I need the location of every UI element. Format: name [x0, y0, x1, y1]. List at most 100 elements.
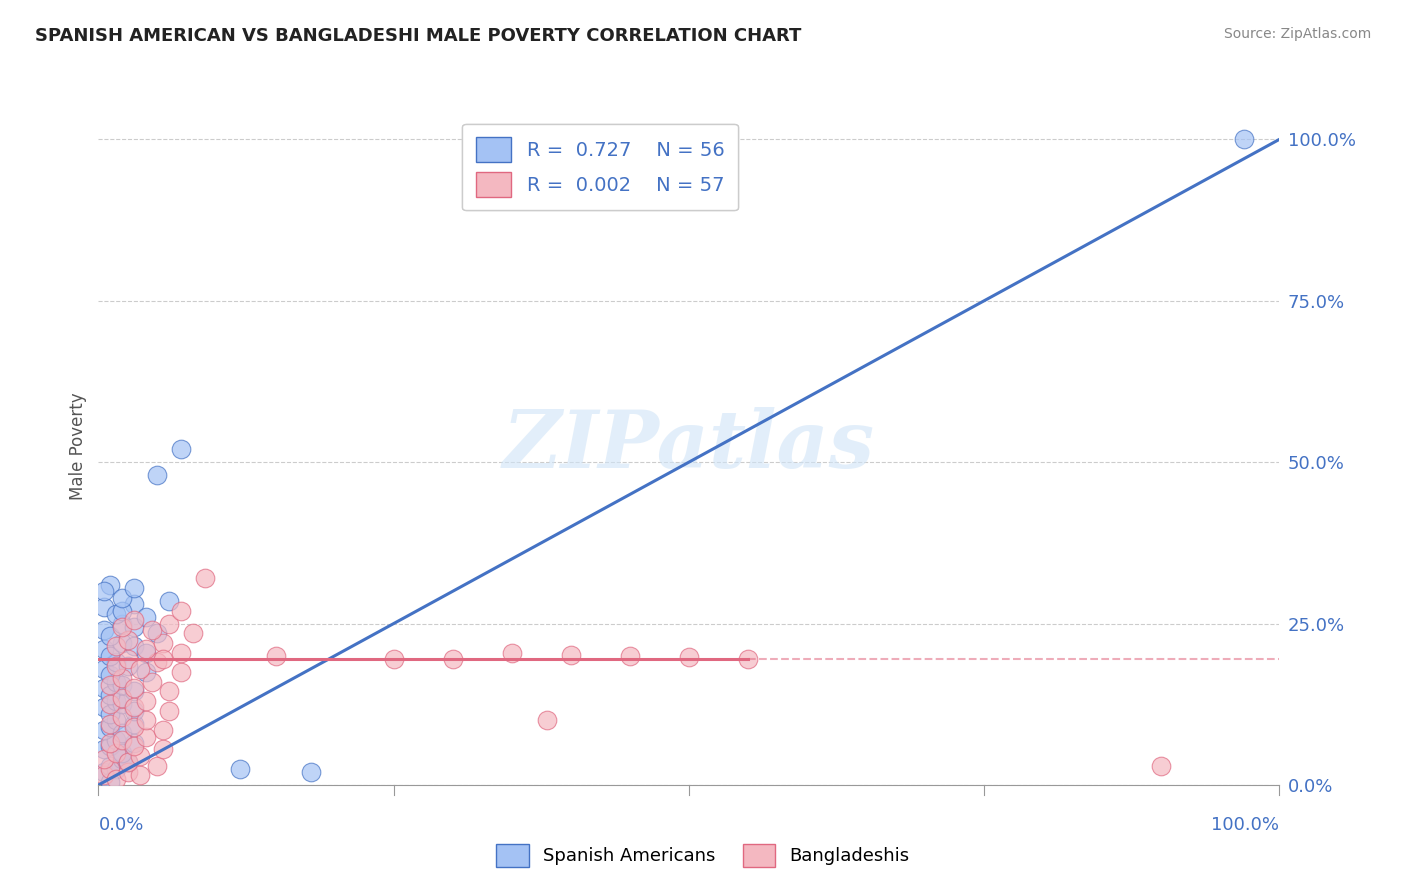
Point: [141, 623, 163, 637]
Point: [111, 710, 134, 724]
Point: [122, 597, 145, 611]
Point: [157, 594, 180, 608]
Point: [181, 626, 204, 640]
Point: [170, 646, 193, 660]
Point: [122, 581, 145, 595]
Point: [122, 736, 145, 750]
Point: [501, 646, 523, 660]
Point: [135, 694, 157, 708]
Point: [111, 726, 134, 740]
Point: [105, 639, 128, 653]
Y-axis label: Male Poverty: Male Poverty: [69, 392, 87, 500]
Point: [111, 678, 134, 692]
Point: [117, 765, 139, 780]
Point: [122, 613, 145, 627]
Point: [111, 604, 134, 618]
Text: ZIPatlas: ZIPatlas: [503, 408, 875, 484]
Point: [105, 732, 128, 747]
Point: [98, 720, 121, 734]
Point: [93, 700, 115, 714]
Point: [105, 694, 128, 708]
Point: [146, 626, 169, 640]
Point: [111, 746, 134, 760]
Point: [1150, 758, 1173, 772]
Point: [98, 578, 121, 592]
Point: [122, 684, 145, 698]
Point: [135, 665, 157, 679]
Point: [111, 698, 134, 712]
Point: [93, 584, 115, 599]
Point: [560, 648, 582, 662]
Text: 100.0%: 100.0%: [1212, 816, 1279, 834]
Point: [111, 591, 134, 605]
Point: [264, 648, 287, 663]
Text: 0.0%: 0.0%: [98, 816, 143, 834]
Point: [117, 756, 139, 770]
Point: [194, 571, 217, 585]
Point: [98, 668, 121, 682]
Point: [157, 616, 180, 631]
Point: [141, 674, 163, 689]
Point: [122, 700, 145, 714]
Point: [170, 665, 193, 679]
Point: [93, 752, 115, 766]
Point: [111, 636, 134, 650]
Point: [157, 704, 180, 718]
Point: [1233, 132, 1256, 146]
Point: [98, 678, 121, 692]
Point: [93, 623, 115, 637]
Point: [170, 604, 193, 618]
Point: [93, 723, 115, 737]
Point: [105, 714, 128, 728]
Point: [111, 752, 134, 766]
Point: [737, 652, 759, 666]
Point: [105, 607, 128, 621]
Point: [98, 739, 121, 754]
Point: [117, 652, 139, 666]
Point: [170, 442, 193, 457]
Point: [111, 672, 134, 686]
Point: [117, 756, 139, 770]
Point: [98, 648, 121, 663]
Point: [98, 736, 121, 750]
Point: [122, 681, 145, 695]
Point: [152, 652, 174, 666]
Text: SPANISH AMERICAN VS BANGLADESHI MALE POVERTY CORRELATION CHART: SPANISH AMERICAN VS BANGLADESHI MALE POV…: [35, 27, 801, 45]
Point: [146, 655, 169, 669]
Point: [105, 674, 128, 689]
Point: [93, 742, 115, 756]
Point: [93, 642, 115, 657]
Point: [441, 652, 464, 666]
Point: [678, 650, 700, 665]
Point: [105, 772, 128, 786]
Point: [146, 758, 169, 772]
Point: [146, 468, 169, 483]
Point: [128, 748, 150, 763]
Legend: Spanish Americans, Bangladeshis: Spanish Americans, Bangladeshis: [489, 837, 917, 874]
Text: Source: ZipAtlas.com: Source: ZipAtlas.com: [1223, 27, 1371, 41]
Point: [135, 730, 157, 744]
Point: [111, 732, 134, 747]
Point: [122, 620, 145, 634]
Point: [93, 768, 115, 782]
Point: [111, 616, 134, 631]
Point: [111, 620, 134, 634]
Point: [93, 765, 115, 780]
Point: [98, 630, 121, 644]
Point: [128, 662, 150, 676]
Point: [135, 714, 157, 728]
Point: [122, 716, 145, 731]
Legend: R =  0.727    N = 56, R =  0.002    N = 57: R = 0.727 N = 56, R = 0.002 N = 57: [463, 123, 738, 211]
Point: [93, 681, 115, 695]
Point: [117, 632, 139, 647]
Point: [536, 714, 558, 728]
Point: [229, 762, 252, 776]
Point: [93, 662, 115, 676]
Point: [122, 739, 145, 754]
Point: [105, 746, 128, 760]
Point: [98, 688, 121, 702]
Point: [98, 716, 121, 731]
Point: [152, 636, 174, 650]
Point: [135, 610, 157, 624]
Point: [98, 758, 121, 772]
